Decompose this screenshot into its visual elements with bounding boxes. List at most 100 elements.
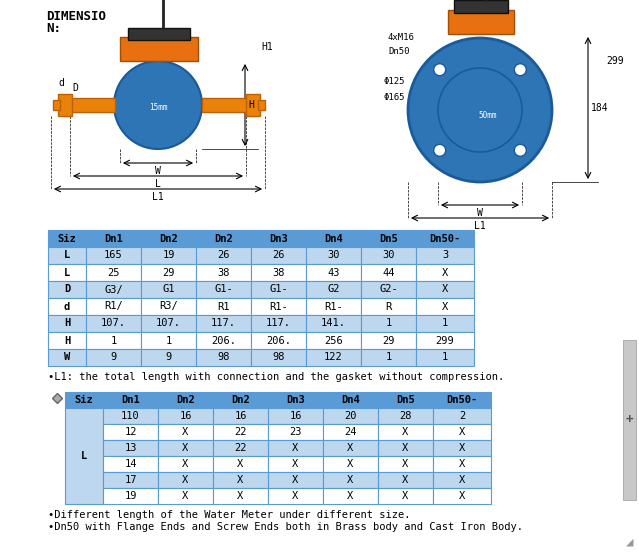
Text: R3/: R3/ (159, 301, 178, 311)
Text: 1: 1 (166, 335, 172, 345)
Text: 9: 9 (111, 353, 117, 363)
Text: G1: G1 (162, 285, 174, 295)
Bar (158, 456, 213, 472)
Bar (48, 349, 86, 366)
Bar (103, 456, 158, 472)
Text: X: X (459, 475, 465, 485)
Text: X: X (182, 491, 189, 501)
Bar (306, 247, 361, 264)
Bar (141, 264, 196, 281)
Text: 12: 12 (124, 427, 137, 437)
Bar (196, 315, 251, 332)
Text: 98: 98 (272, 353, 285, 363)
Text: 23: 23 (289, 427, 302, 437)
Bar (268, 392, 323, 408)
Text: Dn50-: Dn50- (447, 395, 477, 405)
Text: 3: 3 (442, 251, 448, 261)
Bar (103, 472, 158, 488)
Circle shape (434, 64, 445, 76)
Text: 110: 110 (121, 411, 140, 421)
Text: L1: L1 (474, 221, 486, 231)
Text: Siz: Siz (75, 395, 93, 405)
Bar (416, 315, 474, 332)
Bar (361, 230, 416, 247)
Bar (433, 456, 491, 472)
Bar (103, 424, 158, 440)
Text: D: D (64, 285, 70, 295)
Text: X: X (348, 459, 353, 469)
Circle shape (514, 145, 527, 156)
Text: X: X (459, 443, 465, 453)
Bar (141, 298, 196, 315)
Text: R1-: R1- (324, 301, 343, 311)
Text: Dn2: Dn2 (214, 234, 233, 244)
Text: 15mm: 15mm (149, 103, 167, 112)
Text: DIMENSIO: DIMENSIO (46, 10, 106, 23)
Bar (196, 281, 251, 298)
Bar (251, 332, 306, 349)
Text: 1: 1 (111, 335, 117, 345)
Text: 165: 165 (104, 251, 123, 261)
Bar (213, 456, 268, 472)
Text: Dn5: Dn5 (396, 395, 415, 405)
Text: X: X (403, 443, 408, 453)
Bar (448, 10, 514, 34)
Text: d: d (64, 301, 70, 311)
Bar (306, 332, 361, 349)
Circle shape (114, 61, 202, 149)
Bar (158, 424, 213, 440)
Text: X: X (237, 491, 243, 501)
Bar (58, 94, 72, 116)
Text: 19: 19 (124, 491, 137, 501)
Bar (158, 472, 213, 488)
Bar (213, 472, 268, 488)
Text: R: R (385, 301, 392, 311)
Bar (323, 424, 378, 440)
Bar (103, 408, 158, 424)
Bar (48, 247, 86, 264)
Bar (306, 349, 361, 366)
Bar (433, 392, 491, 408)
Bar (306, 298, 361, 315)
Text: X: X (182, 459, 189, 469)
Circle shape (408, 38, 552, 182)
Text: G3/: G3/ (104, 285, 123, 295)
Text: L: L (64, 267, 70, 277)
Bar (251, 315, 306, 332)
Bar (251, 264, 306, 281)
Text: Dn2: Dn2 (231, 395, 250, 405)
Bar (196, 247, 251, 264)
Text: X: X (459, 459, 465, 469)
Text: •L1: the total length with connection and the gasket without compression.: •L1: the total length with connection an… (48, 372, 504, 382)
Text: 117.: 117. (211, 319, 236, 329)
Text: R1/: R1/ (104, 301, 123, 311)
Text: G1-: G1- (269, 285, 288, 295)
Text: 299: 299 (436, 335, 454, 345)
Text: R1: R1 (217, 301, 230, 311)
Text: 30: 30 (382, 251, 395, 261)
Bar (251, 230, 306, 247)
Text: 26: 26 (272, 251, 285, 261)
Text: 26: 26 (217, 251, 230, 261)
Text: Φ165: Φ165 (383, 93, 404, 102)
Text: G2: G2 (327, 285, 340, 295)
Bar (48, 230, 86, 247)
Text: X: X (403, 491, 408, 501)
Text: 22: 22 (235, 443, 247, 453)
Text: 24: 24 (344, 427, 357, 437)
Text: X: X (403, 427, 408, 437)
Bar (323, 456, 378, 472)
Bar (48, 281, 86, 298)
Bar (323, 440, 378, 456)
Text: 29: 29 (162, 267, 174, 277)
Text: 30: 30 (327, 251, 340, 261)
Bar (323, 408, 378, 424)
Text: X: X (442, 301, 448, 311)
Bar (86, 230, 141, 247)
Bar (141, 247, 196, 264)
Text: 16: 16 (235, 411, 247, 421)
Text: L1: L1 (152, 192, 164, 202)
Bar (86, 349, 141, 366)
Text: D: D (72, 83, 78, 93)
Text: 22: 22 (235, 427, 247, 437)
